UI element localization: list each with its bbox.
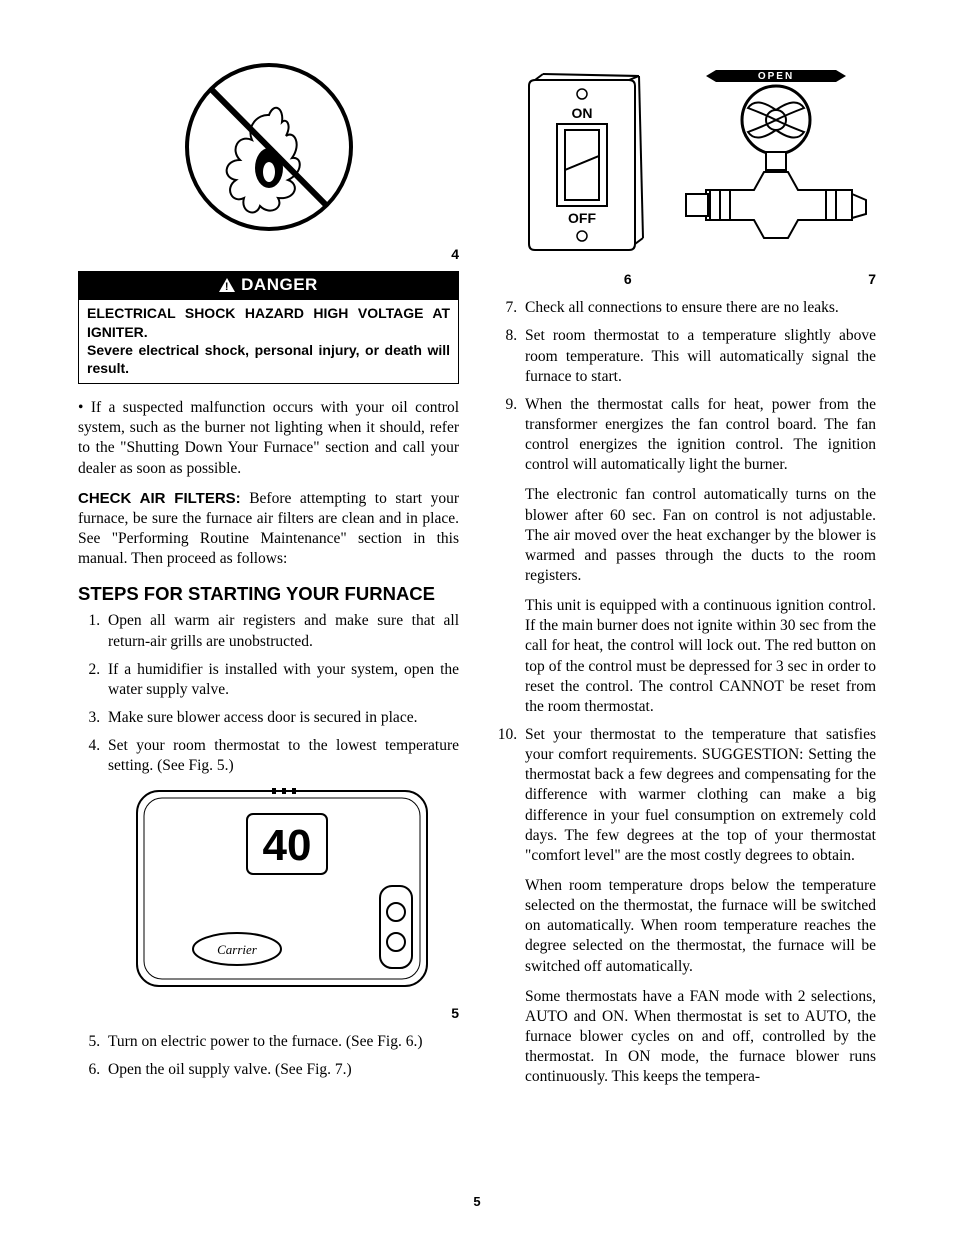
step-5: Turn on electric power to the furnace. (…: [104, 1032, 459, 1052]
thermostat-brand: Carrier: [217, 942, 258, 957]
figure-5-thermostat: 40 Carrier: [132, 786, 459, 997]
left-column: 4 ! DANGER ELECTRICAL SHOCK HAZARD HIGH …: [78, 60, 459, 1095]
figure-7-label: 7: [711, 270, 877, 288]
step-3: Make sure blower access door is secured …: [104, 708, 459, 728]
svg-text:!: !: [225, 281, 229, 292]
figure-4-label: 4: [78, 245, 459, 263]
figure-7-valve: OPEN: [676, 60, 876, 266]
step-10: Set your thermostat to the temperature t…: [521, 725, 876, 1087]
section-heading: STEPS FOR STARTING YOUR FURNACE: [78, 583, 459, 605]
step-4-text: Set your room thermostat to the lowest t…: [108, 737, 459, 774]
figure-6-7-labels: 6 7: [495, 270, 876, 288]
page: 4 ! DANGER ELECTRICAL SHOCK HAZARD HIGH …: [0, 0, 954, 1235]
valve-open-label: OPEN: [758, 71, 794, 82]
danger-header-text: DANGER: [241, 275, 318, 294]
step-9-p3: This unit is equipped with a continuous …: [525, 596, 876, 717]
figure-6-label: 6: [495, 270, 711, 288]
figure-4-no-flame: [78, 60, 459, 241]
no-flame-icon: [174, 60, 364, 235]
step-10-p2: When room temperature drops below the te…: [525, 876, 876, 977]
danger-line-1: ELECTRICAL SHOCK HAZARD HIGH VOLTAGE AT …: [87, 305, 450, 339]
thermostat-reading: 40: [263, 821, 312, 870]
steps-list-right: Check all connections to ensure there ar…: [495, 298, 876, 1087]
step-8: Set room thermostat to a temperature sli…: [521, 326, 876, 386]
step-6: Open the oil supply valve. (See Fig. 7.): [104, 1060, 459, 1080]
malfunction-text: If a suspected malfunction occurs with y…: [78, 399, 459, 476]
step-9-text: When the thermostat calls for heat, powe…: [525, 396, 876, 473]
check-filters-lead: CHECK AIR FILTERS:: [78, 490, 241, 507]
step-10-text: Set your thermostat to the temperature t…: [525, 726, 876, 864]
steps-list-left: Open all warm air registers and make sur…: [78, 611, 459, 1080]
step-9-p2: The electronic fan control automatically…: [525, 485, 876, 586]
thermostat-icon: 40 Carrier: [132, 786, 432, 991]
check-filters-paragraph: CHECK AIR FILTERS: Before attempting to …: [78, 489, 459, 570]
page-number: 5: [0, 1194, 954, 1211]
figures-6-7-row: ON OFF OPEN: [495, 60, 876, 266]
two-column-layout: 4 ! DANGER ELECTRICAL SHOCK HAZARD HIGH …: [78, 60, 876, 1095]
switch-on-label: ON: [571, 105, 592, 121]
danger-box: ! DANGER ELECTRICAL SHOCK HAZARD HIGH VO…: [78, 271, 459, 384]
switch-off-label: OFF: [568, 210, 596, 226]
danger-line-2: Severe electrical shock, personal injury…: [87, 342, 450, 376]
step-7: Check all connections to ensure there ar…: [521, 298, 876, 318]
malfunction-paragraph: • If a suspected malfunction occurs with…: [78, 398, 459, 479]
step-1: Open all warm air registers and make sur…: [104, 611, 459, 651]
step-9: When the thermostat calls for heat, powe…: [521, 395, 876, 717]
step-4: Set your room thermostat to the lowest t…: [104, 736, 459, 1022]
step-2: If a humidifier is installed with your s…: [104, 660, 459, 700]
figure-6-switch: ON OFF: [495, 60, 666, 266]
danger-body: ELECTRICAL SHOCK HAZARD HIGH VOLTAGE AT …: [79, 300, 458, 383]
switch-icon: ON OFF: [501, 60, 661, 260]
danger-header: ! DANGER: [79, 272, 458, 300]
step-10-p3: Some thermostats have a FAN mode with 2 …: [525, 987, 876, 1088]
valve-icon: OPEN: [676, 60, 876, 260]
right-column: ON OFF OPEN: [495, 60, 876, 1095]
figure-5-label: 5: [108, 1004, 459, 1022]
warning-triangle-icon: !: [219, 276, 235, 298]
